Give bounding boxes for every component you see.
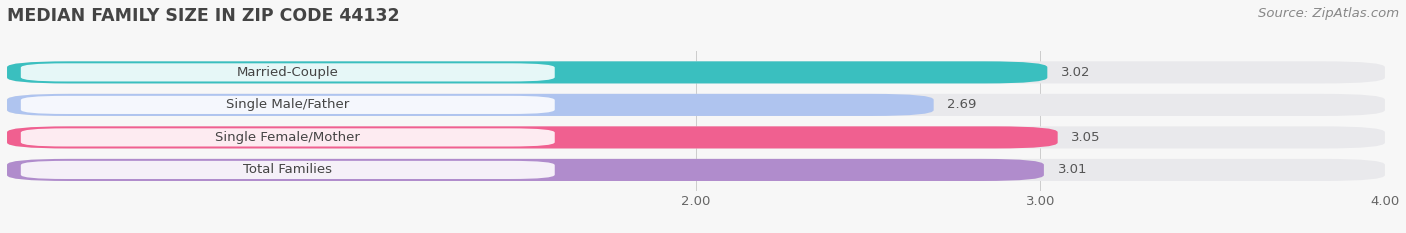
FancyBboxPatch shape: [21, 96, 555, 114]
Text: 3.02: 3.02: [1062, 66, 1091, 79]
FancyBboxPatch shape: [21, 128, 555, 147]
FancyBboxPatch shape: [21, 161, 555, 179]
Text: 3.05: 3.05: [1071, 131, 1101, 144]
Text: Married-Couple: Married-Couple: [236, 66, 339, 79]
Text: Source: ZipAtlas.com: Source: ZipAtlas.com: [1258, 7, 1399, 20]
Text: MEDIAN FAMILY SIZE IN ZIP CODE 44132: MEDIAN FAMILY SIZE IN ZIP CODE 44132: [7, 7, 399, 25]
Text: Single Female/Mother: Single Female/Mother: [215, 131, 360, 144]
Text: 2.69: 2.69: [948, 98, 977, 111]
Text: Total Families: Total Families: [243, 163, 332, 176]
Text: 3.01: 3.01: [1057, 163, 1087, 176]
FancyBboxPatch shape: [7, 94, 934, 116]
FancyBboxPatch shape: [7, 159, 1043, 181]
FancyBboxPatch shape: [21, 63, 555, 82]
FancyBboxPatch shape: [7, 94, 1385, 116]
Text: Single Male/Father: Single Male/Father: [226, 98, 350, 111]
FancyBboxPatch shape: [7, 61, 1047, 83]
FancyBboxPatch shape: [7, 126, 1385, 148]
FancyBboxPatch shape: [7, 159, 1385, 181]
FancyBboxPatch shape: [7, 126, 1057, 148]
FancyBboxPatch shape: [7, 61, 1385, 83]
